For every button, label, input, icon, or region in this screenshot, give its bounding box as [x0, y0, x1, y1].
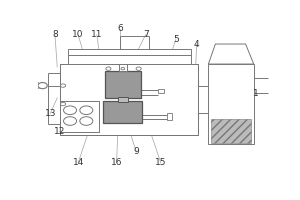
- Text: 6: 6: [117, 24, 123, 33]
- Text: 1: 1: [253, 89, 259, 98]
- Circle shape: [38, 83, 47, 89]
- Text: 11: 11: [91, 30, 103, 39]
- Bar: [103, 101, 142, 123]
- Text: 10: 10: [72, 30, 84, 39]
- Polygon shape: [208, 44, 254, 64]
- Text: 7: 7: [143, 30, 148, 39]
- Bar: [118, 97, 128, 102]
- Circle shape: [64, 106, 76, 115]
- Text: 4: 4: [194, 40, 200, 49]
- Circle shape: [106, 67, 111, 70]
- Circle shape: [121, 67, 125, 70]
- Text: 15: 15: [155, 158, 166, 167]
- Bar: [68, 55, 191, 64]
- Bar: [68, 49, 191, 55]
- Text: 9: 9: [134, 147, 139, 156]
- Circle shape: [136, 67, 141, 70]
- Text: 8: 8: [52, 30, 58, 39]
- Bar: [105, 71, 141, 98]
- Bar: [167, 113, 172, 120]
- Text: 5: 5: [173, 35, 179, 44]
- Bar: [211, 119, 251, 143]
- Bar: [119, 64, 127, 71]
- Circle shape: [61, 84, 66, 87]
- Circle shape: [61, 102, 66, 106]
- Text: 13: 13: [44, 109, 56, 118]
- Text: 16: 16: [111, 158, 122, 167]
- Circle shape: [80, 117, 93, 125]
- Bar: [158, 89, 164, 93]
- Circle shape: [64, 117, 76, 125]
- Text: 14: 14: [73, 158, 84, 167]
- Text: 12: 12: [54, 127, 65, 136]
- Circle shape: [80, 106, 93, 115]
- Bar: [60, 101, 99, 132]
- Bar: [208, 64, 254, 144]
- Bar: [60, 64, 198, 135]
